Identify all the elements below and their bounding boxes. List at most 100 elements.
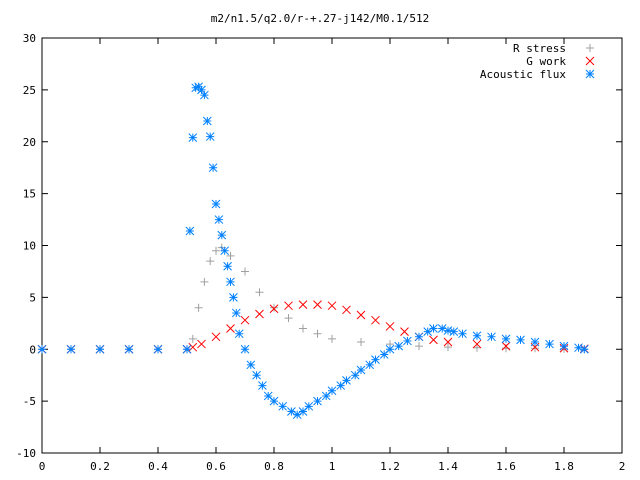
data-point: [365, 360, 375, 370]
data-point: [472, 339, 482, 349]
data-point: [371, 355, 380, 364]
data-point: [197, 85, 206, 95]
y-tick-label: 15: [23, 188, 36, 201]
legend-marker: [586, 44, 594, 52]
data-point: [473, 343, 481, 352]
data-point: [304, 401, 314, 411]
x-tick-label: 0.6: [206, 460, 226, 473]
x-tick-label: 1.8: [554, 460, 574, 473]
data-point: [545, 339, 554, 349]
data-point: [385, 322, 395, 331]
data-point: [206, 257, 215, 266]
data-point: [194, 303, 203, 312]
data-point: [342, 305, 351, 315]
data-point: [211, 199, 221, 209]
data-point: [255, 288, 264, 297]
y-tick-label: -10: [16, 447, 36, 460]
data-point: [229, 293, 238, 302]
data-point: [356, 310, 366, 320]
data-point: [153, 344, 163, 354]
legend-label: Acoustic flux: [480, 68, 566, 81]
data-point: [394, 341, 404, 351]
data-point: [579, 344, 589, 354]
legend-label: G work: [526, 55, 566, 68]
data-point: [258, 381, 267, 390]
data-point: [234, 329, 244, 339]
data-point: [231, 308, 241, 318]
data-point: [284, 314, 293, 323]
data-point: [321, 391, 331, 401]
data-point: [269, 304, 279, 314]
data-point: [443, 326, 453, 335]
data-point: [327, 301, 337, 311]
x-tick-label: 1.2: [380, 460, 400, 473]
data-point: [240, 344, 250, 354]
data-point: [270, 303, 278, 312]
data-point: [191, 83, 201, 93]
data-point: [298, 407, 308, 416]
data-point: [208, 163, 218, 173]
data-point: [284, 301, 293, 311]
data-point: [429, 335, 438, 345]
data-point: [217, 230, 227, 240]
data-series: [37, 82, 589, 419]
y-tick-label: -5: [23, 395, 36, 408]
data-point: [516, 335, 525, 345]
data-point: [252, 370, 261, 380]
data-point: [278, 401, 288, 411]
data-point: [185, 226, 195, 236]
data-point: [269, 396, 279, 406]
data-point: [414, 332, 424, 342]
series-2: [37, 82, 589, 419]
data-point: [356, 365, 366, 375]
data-point: [200, 90, 209, 100]
chart-title: m2/n1.5/q2.0/r-+.27-j142/M0.1/512: [211, 12, 430, 25]
data-point: [574, 343, 583, 353]
data-point: [444, 343, 452, 352]
data-point: [400, 327, 409, 336]
data-point: [385, 344, 395, 354]
data-point: [226, 277, 235, 287]
data-point: [559, 341, 569, 351]
data-point: [255, 309, 264, 319]
data-point: [328, 334, 336, 343]
data-point: [502, 344, 510, 353]
data-point: [357, 337, 365, 346]
data-point: [336, 381, 346, 390]
data-point: [313, 300, 322, 309]
x-tick-label: 1.4: [438, 460, 458, 473]
data-point: [240, 315, 250, 325]
y-tick-label: 5: [29, 291, 36, 304]
data-point: [212, 246, 220, 255]
data-point: [188, 334, 197, 343]
legend-marker: [585, 56, 595, 66]
data-point: [202, 116, 212, 126]
y-tick-label: 20: [23, 136, 36, 149]
data-point: [299, 324, 307, 333]
data-point: [220, 246, 230, 256]
x-tick-label: 1.6: [496, 460, 516, 473]
data-point: [371, 315, 380, 325]
data-point: [403, 336, 412, 346]
x-tick-label: 0.2: [90, 460, 110, 473]
data-point: [95, 344, 105, 354]
data-point: [197, 339, 206, 349]
legend-label: R stress: [513, 42, 566, 55]
data-point: [313, 396, 322, 406]
data-point: [214, 215, 224, 224]
y-tick-label: 0: [29, 343, 36, 356]
data-point: [246, 360, 256, 370]
data-point: [287, 407, 296, 416]
data-point: [292, 410, 302, 419]
data-point: [350, 370, 360, 380]
data-point: [342, 376, 351, 385]
data-point: [449, 327, 459, 336]
data-point: [487, 332, 496, 342]
y-tick-label: 25: [23, 84, 36, 97]
y-tick-label: 30: [23, 32, 36, 45]
data-point: [182, 344, 192, 354]
data-point: [226, 324, 235, 333]
x-tick-label: 0: [39, 460, 46, 473]
